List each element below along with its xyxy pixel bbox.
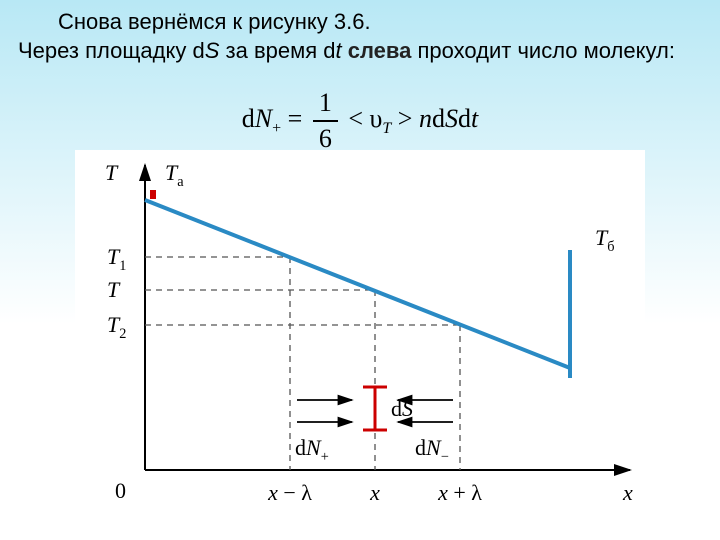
- description-text: Снова вернёмся к рисунку 3.6. Через площ…: [18, 8, 702, 65]
- svg-text:T: T: [105, 160, 119, 185]
- text-line2a: Через площадку d: [18, 38, 205, 63]
- f-dN: dN+: [242, 104, 281, 133]
- svg-text:x + λ: x + λ: [437, 480, 482, 505]
- text-bold: слева: [348, 38, 412, 63]
- svg-text:x: x: [622, 480, 633, 505]
- f-frac: 1 6: [313, 88, 338, 154]
- svg-text:0: 0: [115, 478, 126, 503]
- formula: dN+ = 1 6 < υT > ndSdt: [0, 88, 720, 154]
- svg-text:T: T: [107, 277, 121, 302]
- text-line2d: проходит число молекул:: [411, 38, 675, 63]
- svg-text:x: x: [369, 480, 380, 505]
- text-line1: Снова вернёмся к рисунку 3.6.: [58, 9, 371, 34]
- f-v: υT: [370, 104, 392, 133]
- svg-text:x − λ: x − λ: [267, 480, 312, 505]
- temperature-profile-diagram: T0xTaTбT1TT2x − λxx + λdSdN+dN−: [75, 150, 645, 520]
